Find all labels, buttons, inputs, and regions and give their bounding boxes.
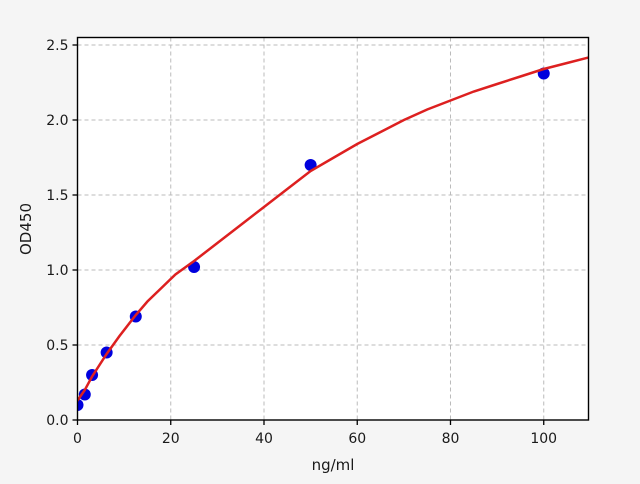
x-tick-label: 100 (530, 431, 557, 447)
axis-ticks (72, 44, 545, 425)
y-tick-label: 1.0 (46, 263, 68, 279)
x-tick-label: 0 (73, 431, 82, 447)
x-tick-label: 60 (348, 431, 366, 447)
y-tick-label: 2.0 (46, 113, 68, 129)
x-axis-label: ng/ml (312, 456, 355, 474)
plot-area (77, 37, 589, 420)
axes-spines (76, 36, 590, 421)
fit-curve (77, 56, 589, 402)
tick-labels: 0 20 40 60 80 100 0.0 0.5 1.0 1.5 2.0 2.5 (46, 38, 557, 447)
y-tick-label: 0.5 (46, 338, 68, 354)
y-tick-label: 2.5 (46, 38, 68, 54)
x-tick-label: 40 (255, 431, 273, 447)
y-tick-label: 0.0 (46, 413, 68, 429)
plot-border (76, 36, 590, 421)
data-layer (77, 56, 589, 411)
x-tick-label: 20 (162, 431, 180, 447)
data-point (78, 388, 91, 401)
x-tick-label: 80 (442, 431, 460, 447)
y-axis-label: OD450 (17, 203, 35, 255)
data-point (77, 399, 84, 411)
y-tick-label: 1.5 (46, 188, 68, 204)
